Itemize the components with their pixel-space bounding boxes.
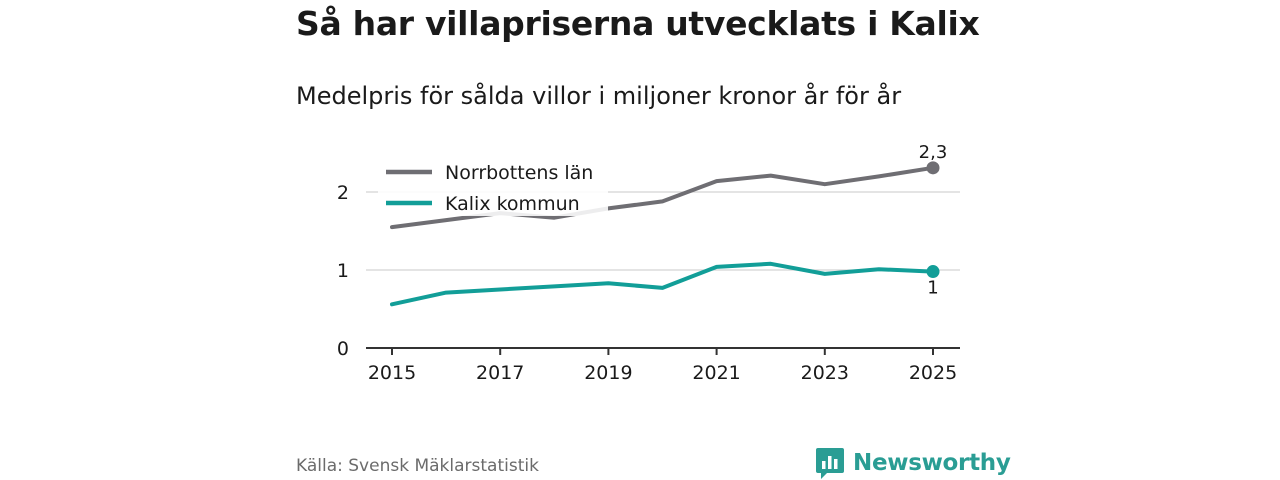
legend: Norrbottens län Kalix kommun — [378, 154, 608, 216]
legend-label-kalix: Kalix kommun — [445, 193, 580, 215]
grid-lines — [366, 191, 960, 355]
x-tick-label-2023: 2023 — [801, 362, 849, 384]
source-note: Källa: Svensk Mäklarstatistik — [296, 456, 539, 476]
x-tick-label-2017: 2017 — [476, 362, 524, 384]
x-tick-label-2019: 2019 — [584, 362, 632, 384]
x-tick-label-2025: 2025 — [909, 362, 957, 384]
x-tick-label-2021: 2021 — [692, 362, 740, 384]
end-label-kalix: 1 — [927, 278, 938, 299]
brand-name: Newsworthy — [853, 450, 1011, 476]
legend-background — [378, 154, 608, 216]
y-tick-label-2: 2 — [337, 182, 349, 204]
brand-logo: Newsworthy — [815, 446, 1011, 480]
end-point-kalix — [926, 265, 940, 279]
newsworthy-logo-icon — [816, 448, 844, 479]
y-tick-label-1: 1 — [337, 260, 349, 282]
chart-subtitle: Medelpris för sålda villor i miljoner kr… — [296, 82, 902, 110]
end-point-norrbotten — [926, 161, 940, 175]
x-tick-label-2015: 2015 — [368, 362, 416, 384]
series-line-kalix — [390, 261, 935, 307]
chart-title: Så har villapriserna utvecklats i Kalix — [296, 4, 980, 43]
axis-labels: 0 1 2 2015 2017 2019 2021 2023 2025 2,3 1 — [337, 142, 957, 384]
legend-label-norrbotten: Norrbottens län — [445, 162, 593, 184]
y-tick-label-0: 0 — [337, 338, 349, 360]
end-label-norrbotten: 2,3 — [919, 142, 948, 163]
